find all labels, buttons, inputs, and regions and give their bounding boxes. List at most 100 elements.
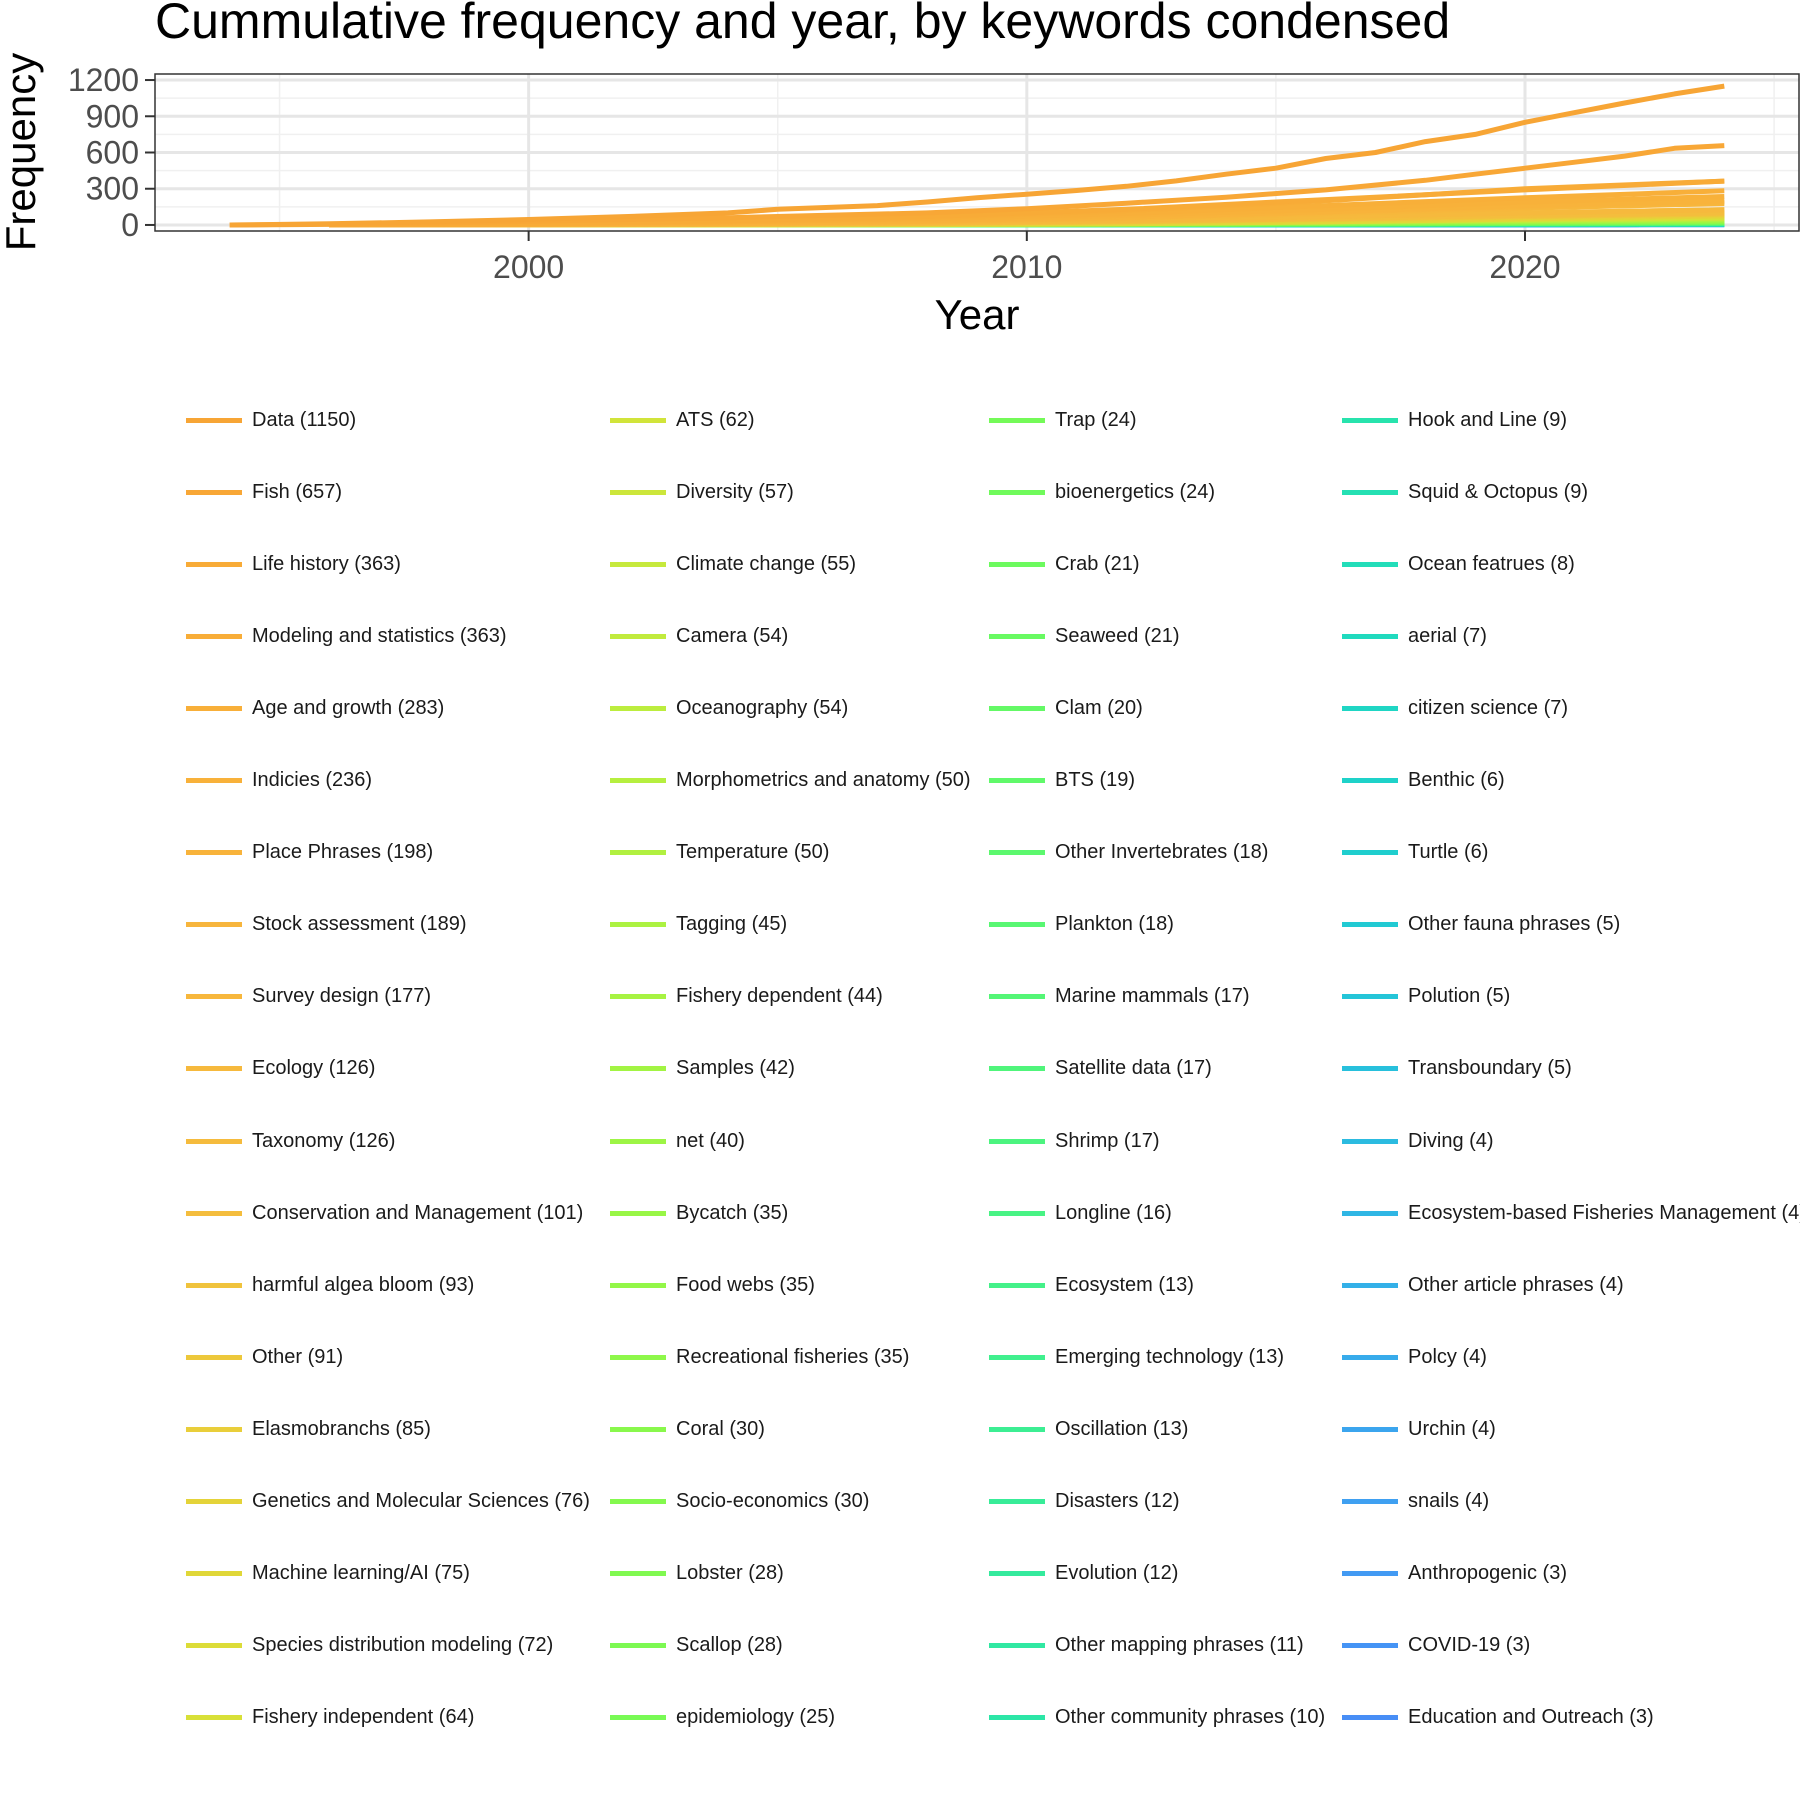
y-tick-label: 600 — [86, 135, 139, 171]
legend-item: ATS (62) — [610, 405, 755, 435]
legend-item: Marine mammals (17) — [989, 982, 1249, 1012]
legend-label: Shrimp (17) — [1055, 1129, 1160, 1152]
legend-label: Diving (4) — [1408, 1129, 1494, 1152]
legend-label: Trap (24) — [1055, 408, 1137, 431]
legend-item: Satellite data (17) — [989, 1054, 1212, 1084]
legend-label: Polution (5) — [1408, 985, 1511, 1008]
legend-key — [989, 417, 1045, 423]
legend-item: Modeling and statistics (363) — [186, 621, 507, 651]
legend-item: Longline (16) — [989, 1198, 1172, 1228]
legend-label: Turtle (6) — [1408, 841, 1489, 864]
legend-key — [989, 705, 1045, 711]
legend-item: Other article phrases (4) — [1342, 1270, 1624, 1300]
legend-item: Seaweed (21) — [989, 621, 1180, 651]
legend-key — [1342, 994, 1398, 1000]
legend-label: Anthropogenic (3) — [1408, 1562, 1567, 1585]
legend-item: Life history (363) — [186, 549, 401, 579]
legend-key — [610, 1354, 666, 1360]
legend-label: Modeling and statistics (363) — [252, 624, 507, 647]
legend-label: Ecology (126) — [252, 1057, 376, 1080]
legend-item: Oceanography (54) — [610, 693, 848, 723]
legend-item: Anthropogenic (3) — [1342, 1559, 1567, 1589]
legend-key — [610, 850, 666, 856]
legend-item: Turtle (6) — [1342, 838, 1488, 868]
legend-key — [186, 994, 242, 1000]
panel-border — [154, 73, 1800, 232]
legend-key — [1342, 1066, 1398, 1072]
legend-label: harmful algea bloom (93) — [252, 1273, 475, 1296]
legend-key — [989, 1499, 1045, 1504]
legend-label: Seaweed (21) — [1055, 624, 1180, 647]
y-axis-title: Frequency — [0, 53, 44, 251]
legend-label: Ocean featrues (8) — [1408, 552, 1575, 575]
legend-item: Evolution (12) — [989, 1559, 1178, 1589]
legend-item: snails (4) — [1342, 1487, 1489, 1517]
legend-key — [186, 1715, 242, 1721]
legend-item: Ocean featrues (8) — [1342, 549, 1575, 579]
legend-label: Socio-economics (30) — [676, 1490, 870, 1512]
x-tick-label: 2020 — [1489, 249, 1560, 285]
legend-label: Other community phrases (10) — [1055, 1706, 1326, 1729]
legend-key — [610, 1210, 666, 1216]
legend-item: Education and Outreach (3) — [1342, 1703, 1654, 1733]
legend-key — [989, 778, 1045, 783]
legend-key — [989, 1210, 1045, 1216]
legend-item: Transboundary (5) — [1342, 1054, 1572, 1084]
legend-label: Machine learning/AI (75) — [252, 1562, 470, 1585]
legend-label: Taxonomy (126) — [252, 1129, 396, 1152]
legend-label: Oscillation (13) — [1055, 1417, 1189, 1440]
legend-key — [610, 417, 666, 423]
legend-label: epidemiology (25) — [676, 1706, 835, 1729]
legend-item: Data (1150) — [186, 405, 356, 435]
legend-key — [1342, 489, 1398, 495]
legend-item: net (40) — [610, 1126, 745, 1156]
legend-item: Trap (24) — [989, 405, 1137, 435]
legend-label: bioenergetics (24) — [1055, 480, 1216, 503]
legend-key — [610, 922, 666, 928]
legend-item: Lobster (28) — [610, 1559, 784, 1589]
legend-label: Fish (657) — [252, 480, 343, 503]
legend-key — [610, 1715, 666, 1721]
x-tick-label: 2010 — [991, 249, 1062, 285]
legend-item: Species distribution modeling (72) — [186, 1631, 553, 1661]
legend-label: Elasmobranchs (85) — [252, 1417, 431, 1440]
series-line — [229, 83, 1725, 228]
legend-item: Food webs (35) — [610, 1270, 815, 1300]
legend-label: Food webs (35) — [676, 1273, 815, 1296]
legend-label: Samples (42) — [676, 1057, 795, 1080]
legend-label: Stock assessment (189) — [252, 913, 467, 936]
legend-label: Data (1150) — [252, 408, 357, 431]
legend-key — [186, 1426, 242, 1432]
legend-label: Genetics and Molecular Sciences (76) — [252, 1490, 590, 1512]
legend-label: Emerging technology (13) — [1055, 1345, 1285, 1368]
legend-key — [186, 705, 242, 711]
legend-item: Polution (5) — [1342, 982, 1510, 1012]
legend-label: Conservation and Management (101) — [252, 1201, 584, 1224]
legend-label: Marine mammals (17) — [1055, 985, 1250, 1008]
legend-key — [610, 1571, 666, 1577]
legend-key — [989, 1066, 1045, 1072]
y-tick-label: 1200 — [68, 62, 139, 98]
legend-label: Benthic (6) — [1408, 769, 1505, 791]
legend-item: Climate change (55) — [610, 549, 856, 579]
legend-item: harmful algea bloom (93) — [186, 1270, 474, 1300]
legend-item: Morphometrics and anatomy (50) — [610, 766, 971, 796]
legend-key — [610, 1282, 666, 1288]
legend-label: Age and growth (283) — [252, 696, 445, 719]
legend-label: Oceanography (54) — [676, 696, 849, 719]
legend-item: Taxonomy (126) — [186, 1126, 395, 1156]
legend-label: Ecosystem (13) — [1055, 1273, 1194, 1296]
legend-label: Life history (363) — [252, 552, 401, 575]
legend-label: Evolution (12) — [1055, 1562, 1179, 1585]
legend-item: Ecosystem-based Fisheries Management (4) — [1342, 1198, 1800, 1228]
legend-item: Genetics and Molecular Sciences (76) — [186, 1487, 590, 1517]
plot-panel — [155, 74, 1799, 231]
legend-item: Other Invertebrates (18) — [989, 838, 1268, 868]
x-axis: 2000 2010 2020 — [493, 231, 1561, 285]
legend-key — [989, 489, 1045, 495]
legend-item: Elasmobranchs (85) — [186, 1414, 431, 1444]
legend-label: Clam (20) — [1055, 696, 1143, 719]
legend-label: Diversity (57) — [676, 480, 794, 503]
legend-item: Benthic (6) — [1342, 766, 1505, 796]
